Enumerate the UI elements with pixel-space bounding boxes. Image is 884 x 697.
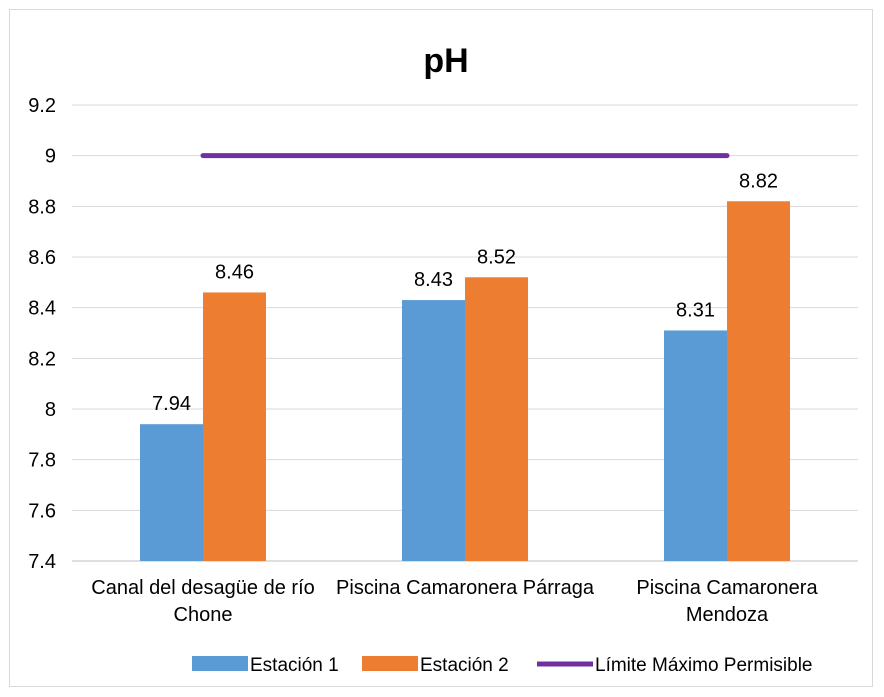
x-category-label: Chone <box>174 604 233 626</box>
y-tick-label: 7.8 <box>28 450 56 472</box>
legend-swatch <box>362 656 418 671</box>
bar-estacion-2 <box>727 201 790 561</box>
data-labels: 7.94 8.43 8.31 8.46 8.52 8.82 <box>152 170 778 415</box>
y-tick-label: 7.6 <box>28 500 56 522</box>
y-tick-label: 8 <box>45 399 56 421</box>
data-label: 8.43 <box>414 269 453 291</box>
y-tick-label: 8.2 <box>28 348 56 370</box>
bar-estacion-1 <box>402 300 465 561</box>
bar-estacion-1 <box>664 330 727 561</box>
legend-label: Estación 2 <box>420 655 509 676</box>
x-category-label: Canal del desagüe de río <box>91 577 315 599</box>
legend-label: Estación 1 <box>250 655 339 676</box>
y-tick-label: 7.4 <box>28 551 56 573</box>
data-label: 8.31 <box>676 299 715 321</box>
y-tick-label: 8.6 <box>28 247 56 269</box>
legend-label: Límite Máximo Permisible <box>595 655 813 676</box>
bar-estacion-2 <box>203 292 266 561</box>
legend-swatch <box>192 656 248 671</box>
legend: Estación 1 Estación 2 Límite Máximo Permis… <box>192 655 813 676</box>
bars <box>140 201 790 561</box>
x-category-label: Piscina Camaronera Párraga <box>336 577 595 599</box>
y-tick-label: 9.2 <box>28 95 56 117</box>
data-label: 8.46 <box>215 261 254 283</box>
bar-estacion-2 <box>465 277 528 561</box>
y-tick-label: 8.8 <box>28 196 56 218</box>
data-label: 8.52 <box>477 246 516 268</box>
data-label: 8.82 <box>739 170 778 192</box>
data-label: 7.94 <box>152 393 191 415</box>
y-axis-ticks: 7.4 7.6 7.8 8 8.2 8.4 8.6 8.8 9 9.2 <box>28 95 56 573</box>
x-category-label: Mendoza <box>686 604 769 626</box>
bar-estacion-1 <box>140 424 203 561</box>
x-category-label: Piscina Camaronera <box>636 577 818 599</box>
y-tick-label: 9 <box>45 146 56 168</box>
y-tick-label: 8.4 <box>28 298 56 320</box>
x-axis-categories: Canal del desagüe de río Chone Piscina Cam… <box>91 577 818 626</box>
chart-title: pH <box>423 42 468 80</box>
